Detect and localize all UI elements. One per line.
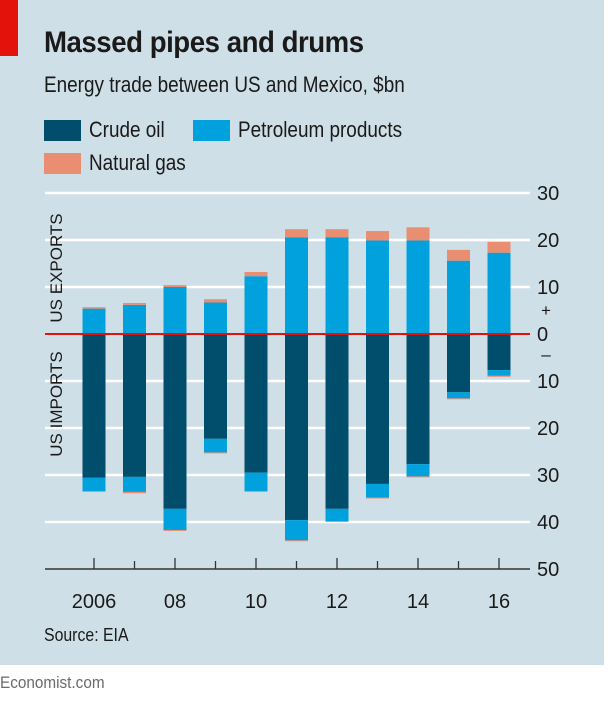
x-tick-label: 12 — [326, 591, 348, 613]
bar-import-crude-oil — [204, 334, 227, 439]
y-tick-label: 30 — [537, 465, 559, 487]
bar-import-crude-oil — [244, 334, 268, 473]
bar-import-crude-oil — [123, 334, 146, 477]
legend-item-natural-gas: Natural gas — [44, 150, 202, 176]
y-tick-label: 10 — [537, 277, 559, 299]
bar-export-petroleum-products — [123, 304, 146, 334]
x-tick-label: 08 — [164, 591, 186, 613]
bar-export-petroleum-products — [487, 252, 511, 334]
bar-import-petroleum-products — [123, 476, 146, 492]
bar-import-crude-oil — [163, 334, 187, 509]
bar-import-natural-gas — [366, 497, 389, 499]
bar-import-petroleum-products — [325, 508, 349, 522]
x-tick-label: 2006 — [72, 591, 117, 613]
bar-import-petroleum-products — [244, 472, 268, 491]
bar-export-natural-gas — [204, 299, 227, 303]
bar-import-petroleum-products — [285, 520, 308, 541]
bar-import-natural-gas — [325, 521, 349, 522]
y-tick-label: 10 — [537, 371, 559, 393]
bar-import-crude-oil — [406, 334, 430, 465]
bar-import-crude-oil — [366, 334, 389, 484]
bar-import-crude-oil — [82, 334, 106, 478]
brand-red-tag — [0, 0, 18, 56]
x-tick-label: 16 — [488, 591, 510, 613]
bar-export-petroleum-products — [366, 240, 389, 334]
bar-export-natural-gas — [163, 285, 187, 287]
bar-export-petroleum-products — [325, 237, 349, 334]
source-note: Source: EIA — [44, 625, 129, 645]
bar-export-petroleum-products — [447, 260, 470, 334]
bars — [82, 227, 511, 542]
bar-export-natural-gas — [447, 249, 470, 261]
bar-import-petroleum-products — [487, 370, 511, 376]
bar-import-petroleum-products — [82, 477, 106, 491]
legend-swatch-petroleum-products — [193, 119, 230, 141]
bar-export-petroleum-products — [285, 237, 308, 334]
y-tick-label: 30 — [537, 183, 559, 205]
bar-export-natural-gas — [285, 229, 308, 238]
bar-export-natural-gas — [366, 231, 389, 241]
x-tick-label: 10 — [245, 591, 267, 613]
legend-swatch-natural-gas — [44, 152, 81, 174]
side-label-imports: US IMPORTS — [47, 351, 66, 456]
side-label-exports: US EXPORTS — [47, 213, 66, 322]
bar-import-natural-gas — [123, 491, 146, 494]
legend-label: Natural gas — [89, 150, 186, 175]
bar-import-petroleum-products — [447, 392, 470, 399]
bar-import-natural-gas — [82, 490, 106, 492]
bar-export-natural-gas — [123, 302, 146, 305]
y-tick-label: 50 — [537, 559, 559, 581]
axes — [45, 333, 530, 570]
legend-item-petroleum-products: Petroleum products — [193, 117, 429, 143]
y-tick-label: 40 — [537, 512, 559, 534]
bar-import-crude-oil — [487, 334, 511, 371]
bar-import-crude-oil — [325, 334, 349, 509]
bar-export-natural-gas — [487, 241, 511, 253]
bar-import-petroleum-products — [204, 438, 227, 453]
bar-export-petroleum-products — [163, 287, 187, 334]
y-tick-label: 20 — [537, 418, 559, 440]
bar-export-natural-gas — [82, 307, 106, 309]
x-tick-label: 14 — [407, 591, 429, 613]
bar-export-natural-gas — [325, 229, 349, 238]
bar-import-petroleum-products — [163, 508, 187, 530]
legend-item-crude-oil: Crude oil — [44, 117, 177, 143]
bar-import-natural-gas — [447, 398, 470, 400]
bar-export-petroleum-products — [244, 276, 268, 334]
bar-import-natural-gas — [406, 476, 430, 478]
bar-import-natural-gas — [163, 529, 187, 531]
legend-label: Petroleum products — [238, 117, 403, 142]
chart-subtitle: Energy trade between US and Mexico, $bn — [44, 72, 405, 97]
bar-import-natural-gas — [244, 490, 268, 492]
sign-marker-negative: – — [541, 345, 551, 364]
y-tick-label: 20 — [537, 230, 559, 252]
bar-import-petroleum-products — [406, 464, 430, 477]
bar-export-petroleum-products — [204, 302, 227, 334]
bar-import-natural-gas — [285, 540, 308, 542]
bar-export-natural-gas — [244, 271, 268, 277]
bar-import-crude-oil — [447, 334, 470, 393]
bar-export-natural-gas — [406, 227, 430, 241]
bar-import-natural-gas — [204, 452, 227, 454]
bar-import-petroleum-products — [366, 483, 389, 498]
y-tick-label: 0 — [537, 324, 548, 346]
sign-marker-positive: + — [541, 301, 551, 320]
bar-export-petroleum-products — [82, 308, 106, 334]
bar-import-natural-gas — [487, 375, 511, 377]
bar-export-petroleum-products — [406, 240, 430, 334]
bar-import-crude-oil — [285, 334, 308, 521]
tick-labels: 30 20 10 0 10 20 30 40 50 2006 08 10 12 14 16 — [72, 183, 560, 613]
brand-footer: Economist.com — [0, 673, 105, 692]
legend-swatch-crude-oil — [44, 119, 81, 141]
legend-label: Crude oil — [89, 117, 165, 142]
chart-title: Massed pipes and drums — [44, 26, 364, 59]
